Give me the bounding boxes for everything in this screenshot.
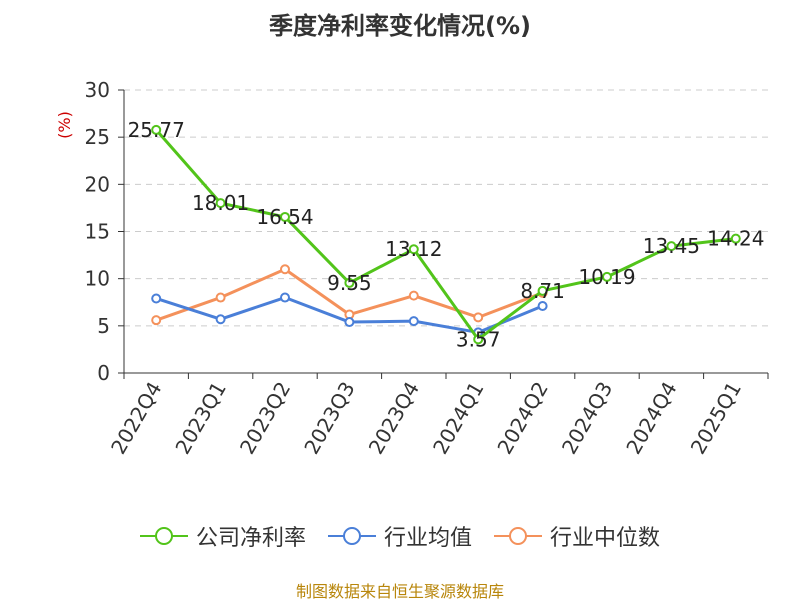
x-tick-label: 2024Q1	[428, 378, 488, 459]
data-point	[215, 198, 226, 209]
legend-label: 公司净利率	[195, 526, 306, 551]
data-point	[408, 290, 419, 301]
y-tick-label: 0	[97, 361, 110, 385]
data-point	[151, 124, 162, 135]
y-tick-label: 10	[85, 267, 110, 291]
data-point	[730, 233, 741, 244]
y-axis-unit: (%)	[55, 111, 74, 139]
data-point	[280, 264, 290, 275]
y-tick-label: 15	[85, 220, 110, 244]
x-tick-label: 2023Q4	[364, 378, 424, 459]
x-tick-label: 2023Q2	[235, 378, 295, 459]
x-tick-label: 2024Q2	[492, 378, 552, 459]
data-label: 13.45	[643, 234, 700, 258]
data-point	[537, 285, 548, 296]
source-note: 制图数据来自恒生聚源数据库	[295, 582, 504, 601]
chart-title: 季度净利率变化情况(%)	[269, 12, 531, 40]
y-tick-label: 25	[85, 125, 110, 149]
legend-swatch-icon	[139, 527, 188, 545]
data-label: 10.19	[578, 265, 635, 289]
data-point	[473, 312, 484, 323]
legend-item: 公司净利率	[139, 520, 306, 552]
data-label: 16.54	[256, 205, 313, 229]
x-tick-label: 2024Q3	[557, 378, 617, 459]
data-point	[666, 241, 677, 252]
x-tick-label: 2024Q4	[621, 378, 681, 459]
data-label: 25.77	[128, 118, 185, 142]
legend-swatch-icon	[327, 527, 376, 545]
data-point	[280, 292, 290, 303]
data-point	[215, 314, 226, 325]
data-point	[151, 315, 162, 326]
data-label: 3.57	[456, 327, 501, 351]
y-tick-label: 20	[85, 172, 110, 196]
data-point	[344, 317, 355, 328]
data-point	[344, 277, 355, 288]
x-tick-label: 2023Q1	[170, 378, 230, 459]
data-label: 8.71	[520, 279, 565, 303]
legend-label: 行业中位数	[550, 526, 661, 551]
data-point	[280, 211, 290, 222]
y-tick-label: 5	[97, 314, 110, 338]
data-point	[408, 244, 419, 255]
legend-label: 行业均值	[383, 526, 472, 551]
data-point	[408, 316, 419, 327]
x-tick-label: 2025Q1	[686, 378, 746, 459]
x-tick-label: 2023Q3	[299, 378, 359, 459]
data-point	[602, 271, 612, 282]
series-line	[155, 128, 736, 341]
y-tick-label: 30	[85, 78, 110, 102]
data-point	[473, 334, 484, 345]
data-point	[537, 301, 548, 312]
legend-item: 行业中位数	[494, 520, 660, 552]
data-label: 14.24	[707, 227, 764, 251]
data-label: 9.55	[327, 271, 372, 295]
data-label: 13.12	[385, 237, 442, 261]
legend-item: 行业均值	[327, 520, 472, 552]
legend: 公司净利率 行业均值 行业中位数	[0, 520, 800, 552]
data-point	[151, 293, 162, 304]
data-point	[215, 292, 226, 303]
data-label: 18.01	[192, 191, 249, 215]
x-tick-label: 2022Q4	[106, 378, 166, 459]
legend-swatch-icon	[494, 527, 542, 545]
